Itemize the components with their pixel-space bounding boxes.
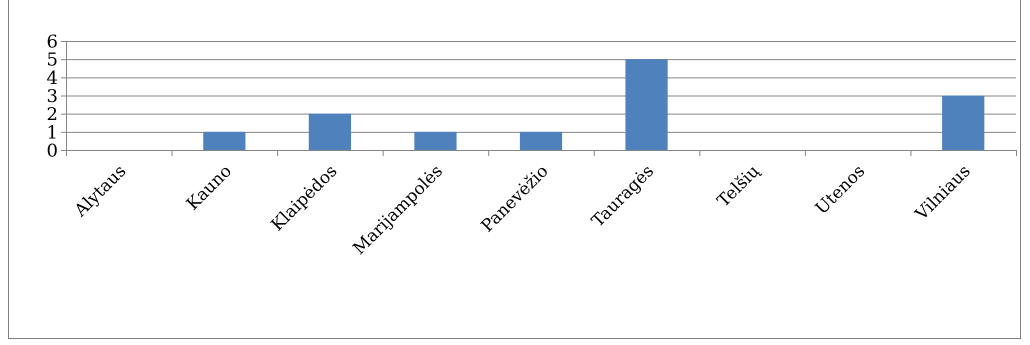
axis-layer — [61, 41, 1017, 156]
x-category-label: Tauragės — [588, 161, 658, 231]
y-tick-label: 4 — [47, 68, 58, 89]
y-tick-label: 5 — [47, 50, 58, 71]
bar-vilniaus — [942, 95, 985, 150]
y-tick-label: 0 — [47, 141, 58, 162]
bar-klaipėdos — [308, 113, 351, 150]
x-category-label: Alytaus — [70, 161, 130, 221]
x-category-label: Vilniaus — [911, 161, 975, 225]
x-category-label: Marijampolės — [349, 161, 447, 259]
bar-marijampolės — [414, 131, 457, 150]
y-tick-label: 2 — [47, 104, 58, 125]
x-category-label: Telšių — [714, 161, 764, 211]
x-category-label: Kauno — [183, 161, 236, 214]
bar-panevėžio — [519, 131, 563, 150]
x-category-label: Klaipėdos — [268, 161, 342, 235]
x-category-label: Utenos — [812, 161, 869, 218]
y-tick-label: 3 — [47, 86, 58, 107]
chart-frame — [8, 0, 1021, 339]
y-tick-label: 1 — [47, 122, 58, 143]
bar-kauno — [203, 131, 246, 150]
bar-tauragės — [625, 59, 668, 150]
x-category-label: Panevėžio — [477, 161, 552, 236]
bar-layer — [203, 59, 985, 150]
y-tick-label: 6 — [47, 32, 58, 53]
